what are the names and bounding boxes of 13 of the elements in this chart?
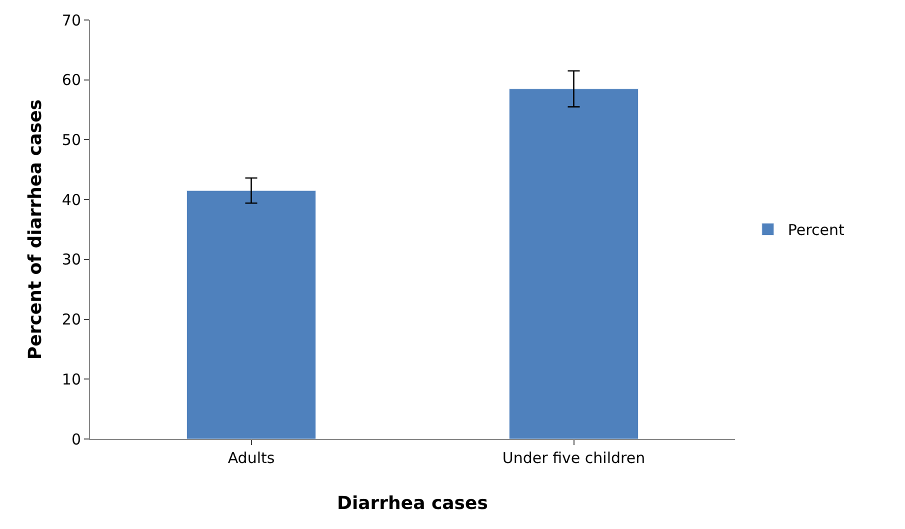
y-tick-label: 70	[62, 11, 81, 30]
y-tick-label: 20	[62, 310, 81, 329]
y-tick-label: 10	[62, 370, 81, 388]
legend-label: Percent	[788, 221, 844, 240]
y-tick-label: 40	[62, 190, 81, 209]
y-tick-label: 0	[71, 430, 81, 448]
y-tick-label: 30	[62, 250, 81, 269]
x-axis-title: Diarrhea cases	[337, 493, 488, 514]
y-tick-label: 50	[62, 130, 81, 149]
x-tick-label: Under five children	[502, 449, 646, 467]
y-tick-label: 60	[62, 71, 81, 90]
x-tick-label: Adults	[228, 449, 275, 467]
y-axis-title: Percent of diarrhea cases	[25, 99, 46, 360]
